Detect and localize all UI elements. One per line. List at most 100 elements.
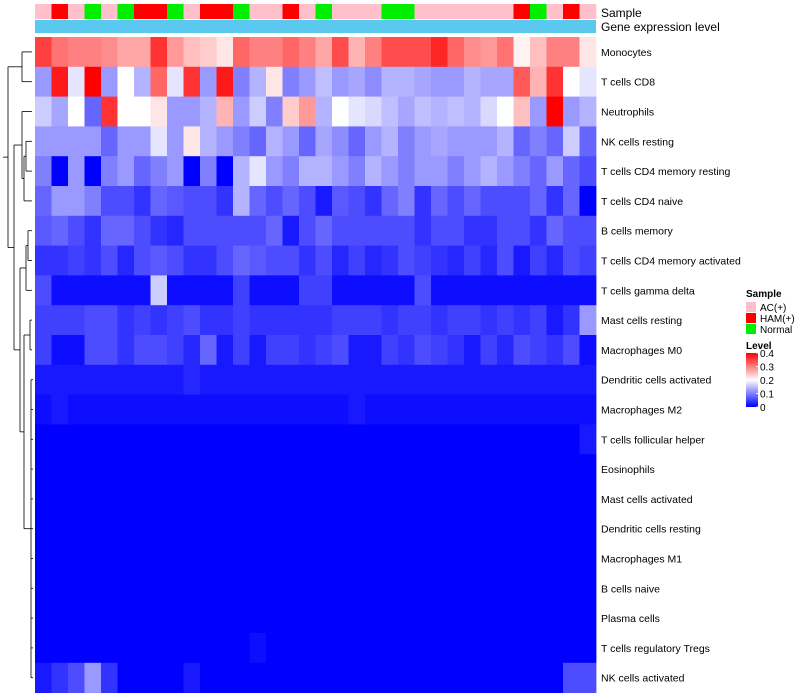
sample-annotation-cell [282,4,300,19]
heatmap-cell [480,305,498,336]
heatmap-cell [183,454,201,485]
heatmap-cell [117,37,135,68]
heatmap-cell [447,245,465,276]
heatmap-cell [35,662,52,693]
heatmap-cell [497,633,514,664]
sample-annotation-cell [266,4,283,19]
heatmap-cell [348,305,366,336]
heatmap-cell [51,364,69,395]
heatmap-cell [381,573,399,604]
heatmap-cell [480,633,498,664]
sample-annotation-cell [497,4,514,19]
row-label: Macrophages M0 [601,345,682,357]
heatmap-cell [200,215,217,246]
heatmap-cell [101,245,118,276]
heatmap-cell [546,215,564,246]
heatmap-cell [150,543,168,574]
heatmap-cell [447,186,465,217]
heatmap-cell [563,424,580,455]
sample-annotation-cell [183,4,201,19]
heatmap-cell [497,364,514,395]
heatmap-cell [464,662,481,693]
heatmap-cell [431,454,448,485]
heatmap-cell [35,424,52,455]
heatmap-cell [447,364,465,395]
heatmap-cell [447,424,465,455]
heatmap-cell [530,603,547,634]
heatmap-cell [233,186,250,217]
heatmap-cell [530,37,547,68]
heatmap-cell [579,484,597,515]
heatmap-cell [101,424,118,455]
heatmap-cell [183,513,201,544]
heatmap-cell [249,66,267,97]
heatmap-cell [282,513,300,544]
heatmap-cell [464,543,481,574]
heatmap-cell [513,275,531,306]
heatmap-cell [216,513,234,544]
heatmap-cell [101,394,118,425]
heatmap-cell [513,215,531,246]
heatmap-cell [546,156,564,187]
heatmap-cell [513,364,531,395]
heatmap-cell [167,513,184,544]
heatmap-cell [183,66,201,97]
heatmap-cell [216,66,234,97]
heatmap-cell [447,454,465,485]
heatmap-cell [497,335,514,366]
heatmap-cell [381,126,399,157]
heatmap-cell [150,305,168,336]
heatmap-cell [579,245,597,276]
heatmap-cell [167,66,184,97]
heatmap-cell [315,66,333,97]
heatmap-cell [381,275,399,306]
heatmap-cell [183,603,201,634]
heatmap-cell [563,215,580,246]
heatmap-cell [117,275,135,306]
heatmap-cell [447,275,465,306]
heatmap-cell [266,215,283,246]
heatmap-cell [233,305,250,336]
heatmap-cell [365,662,382,693]
heatmap-cell [579,96,597,127]
heatmap-cell [365,186,382,217]
heatmap-cell [447,37,465,68]
heatmap-cell [134,126,151,157]
heatmap-cell [51,156,69,187]
heatmap-cell [497,96,514,127]
sample-annotation-cell [200,4,217,19]
heatmap-cell [216,633,234,664]
heatmap-cell [365,126,382,157]
heatmap-cell [51,126,69,157]
heatmap-cell [101,215,118,246]
heatmap-cell [117,215,135,246]
heatmap-cell [480,186,498,217]
heatmap-cell [233,633,250,664]
heatmap-cell [101,364,118,395]
sample-annotation-cell [150,4,168,19]
heatmap-cell [167,275,184,306]
heatmap-cell [513,662,531,693]
heatmap-cell [35,275,52,306]
heatmap-cell [497,37,514,68]
heatmap-cell [51,96,69,127]
sample-annotation-cell [513,4,531,19]
heatmap-cell [150,484,168,515]
heatmap-cell [84,66,102,97]
heatmap-cell [167,394,184,425]
heatmap-cell [398,364,415,395]
heatmap-cell [299,37,316,68]
heatmap-cell [249,424,267,455]
heatmap-cell [101,484,118,515]
heatmap-cell [480,543,498,574]
heatmap-cell [414,245,432,276]
heatmap-cell [546,275,564,306]
heatmap-cell [431,245,448,276]
heatmap-cell [546,543,564,574]
heatmap-cell [431,513,448,544]
sample-annotation-cell [464,4,481,19]
heatmap-cell [183,245,201,276]
heatmap-cell [497,215,514,246]
heatmap-cell [480,275,498,306]
heatmap-cell [249,305,267,336]
